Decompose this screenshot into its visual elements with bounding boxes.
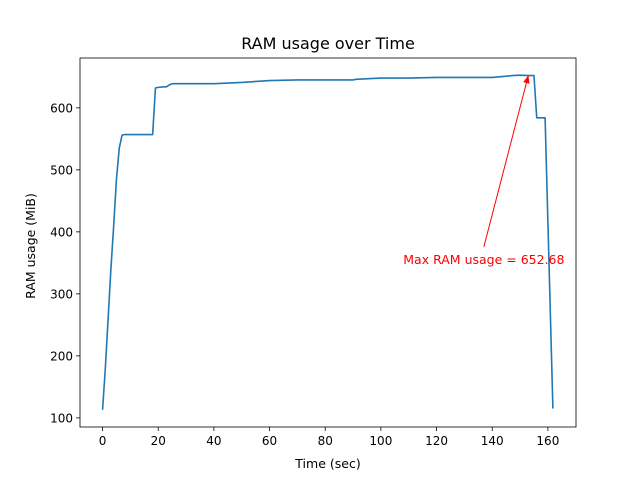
ram-usage-line bbox=[101, 74, 554, 410]
max-ram-arrow-line bbox=[483, 75, 529, 247]
y-tick-label: 400 bbox=[50, 225, 73, 239]
y-tick-label: 500 bbox=[50, 163, 73, 177]
y-tick-label: 300 bbox=[50, 287, 73, 301]
x-tick-label: 0 bbox=[99, 434, 107, 448]
x-axis-label: Time (sec) bbox=[294, 456, 360, 471]
y-tick-label: 200 bbox=[50, 349, 73, 363]
x-tick-label: 20 bbox=[151, 434, 166, 448]
chart-title: RAM usage over Time bbox=[241, 34, 415, 53]
axes-frame bbox=[79, 57, 577, 428]
max-ram-annotation-text: Max RAM usage = 652.68 bbox=[403, 252, 564, 267]
x-tick-label: 160 bbox=[536, 434, 559, 448]
y-tick-label: 100 bbox=[50, 411, 73, 425]
x-tick-label: 80 bbox=[318, 434, 333, 448]
x-tick-label: 140 bbox=[481, 434, 504, 448]
plot-area: 0 20 40 60 80 100 120 140 160 100 200 300 400 500 600 bbox=[50, 57, 577, 448]
x-tick-label: 120 bbox=[425, 434, 448, 448]
y-tick-label: 600 bbox=[50, 101, 73, 115]
x-tick-label: 100 bbox=[369, 434, 392, 448]
max-ram-arrow-head bbox=[523, 75, 530, 84]
y-axis-label: RAM usage (MiB) bbox=[23, 193, 38, 299]
x-tick-label: 40 bbox=[206, 434, 221, 448]
x-tick-label: 60 bbox=[262, 434, 277, 448]
